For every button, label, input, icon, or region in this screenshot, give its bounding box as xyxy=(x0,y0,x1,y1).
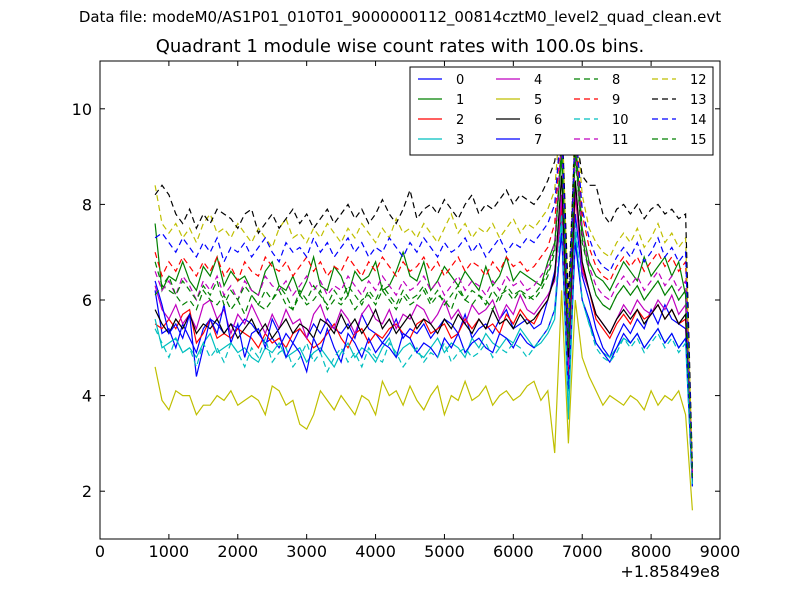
figure-suptitle: Data file: modeM0/AS1P01_010T01_90000001… xyxy=(78,8,722,26)
y-tick-label: 6 xyxy=(82,291,92,310)
series-line-14 xyxy=(154,118,693,473)
x-tick-label: 8000 xyxy=(631,542,672,561)
series-line-8 xyxy=(154,146,693,477)
legend-label-0: 0 xyxy=(456,73,464,88)
y-tick-label: 8 xyxy=(82,195,92,214)
x-axis-offset-label: +1.85849e8 xyxy=(620,562,720,581)
y-tick-label: 4 xyxy=(82,387,92,406)
series-line-9 xyxy=(154,118,693,473)
x-tick-label: 7000 xyxy=(562,542,603,561)
series-line-5 xyxy=(154,290,693,511)
legend-label-4: 4 xyxy=(534,73,542,88)
legend-label-7: 7 xyxy=(534,133,542,148)
x-tick-label: 0 xyxy=(95,542,105,561)
legend-label-10: 10 xyxy=(612,113,629,128)
series-line-6 xyxy=(154,175,693,482)
legend-label-1: 1 xyxy=(456,93,464,108)
x-tick-label: 1000 xyxy=(149,542,190,561)
y-tick-label: 10 xyxy=(72,100,92,119)
legend-label-6: 6 xyxy=(534,113,542,128)
legend-label-14: 14 xyxy=(690,113,707,128)
series-line-15 xyxy=(154,142,693,477)
legend-label-12: 12 xyxy=(690,73,707,88)
legend-label-11: 11 xyxy=(612,133,629,148)
series-layer xyxy=(154,99,693,511)
series-line-12 xyxy=(154,99,693,468)
x-tick-label: 2000 xyxy=(217,542,258,561)
chart-title: Quadrant 1 module wise count rates with … xyxy=(155,36,645,57)
x-tick-label: 4000 xyxy=(355,542,396,561)
legend-label-15: 15 xyxy=(690,133,707,148)
legend-label-5: 5 xyxy=(534,93,542,108)
y-tick-label: 2 xyxy=(82,482,92,501)
series-line-7 xyxy=(154,233,693,487)
legend-label-13: 13 xyxy=(690,93,707,108)
x-tick-label: 9000 xyxy=(700,542,741,561)
series-line-1 xyxy=(154,137,693,482)
ticks-layer: 0 1000 2000 3000 4000 5000 6000 7000 8000 9000 2 4 6… xyxy=(72,61,741,561)
x-tick-label: 5000 xyxy=(424,542,465,561)
legend-label-8: 8 xyxy=(612,73,620,88)
series-line-10 xyxy=(154,213,693,487)
legend-box xyxy=(409,66,714,156)
legend-label-3: 3 xyxy=(456,133,464,148)
legend-label-9: 9 xyxy=(612,93,620,108)
series-line-0 xyxy=(154,213,693,477)
x-tick-label: 3000 xyxy=(286,542,327,561)
series-line-13 xyxy=(154,108,693,468)
legend-label-2: 2 xyxy=(456,113,464,128)
series-line-11 xyxy=(154,137,693,477)
x-tick-label: 6000 xyxy=(493,542,534,561)
